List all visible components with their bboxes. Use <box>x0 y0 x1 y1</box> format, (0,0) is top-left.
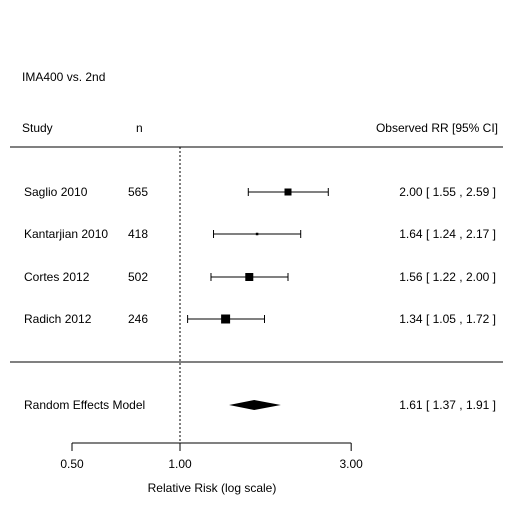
chart-title: IMA400 vs. 2nd <box>22 70 105 84</box>
summary-diamond <box>229 400 281 410</box>
summary-estimate-text: 1.61 [ 1.37 , 1.91 ] <box>399 398 496 412</box>
study-n: 246 <box>128 312 148 326</box>
summary-label: Random Effects Model <box>24 398 145 412</box>
study-n: 565 <box>128 185 148 199</box>
study-label: Cortes 2012 <box>24 270 90 284</box>
study-estimate-text: 2.00 [ 1.55 , 2.59 ] <box>399 185 496 199</box>
study-estimate-text: 1.34 [ 1.05 , 1.72 ] <box>399 312 496 326</box>
point-estimate <box>221 314 231 324</box>
study-label: Saglio 2010 <box>24 185 88 199</box>
x-tick-label: 0.50 <box>60 457 84 471</box>
x-tick-label: 3.00 <box>339 457 363 471</box>
x-axis-label: Relative Risk (log scale) <box>148 481 277 495</box>
header-n: n <box>136 121 143 135</box>
study-label: Radich 2012 <box>24 312 92 326</box>
point-estimate <box>245 273 254 281</box>
point-estimate <box>255 232 259 236</box>
study-estimate-text: 1.56 [ 1.22 , 2.00 ] <box>399 270 496 284</box>
study-estimate-text: 1.64 [ 1.24 , 2.17 ] <box>399 227 496 241</box>
study-n: 418 <box>128 227 148 241</box>
point-estimate <box>284 188 292 196</box>
header-study: Study <box>22 121 53 135</box>
x-tick-label: 1.00 <box>168 457 192 471</box>
study-label: Kantarjian 2010 <box>24 227 108 241</box>
study-n: 502 <box>128 270 148 284</box>
header-estimate: Observed RR [95% CI] <box>376 121 498 135</box>
